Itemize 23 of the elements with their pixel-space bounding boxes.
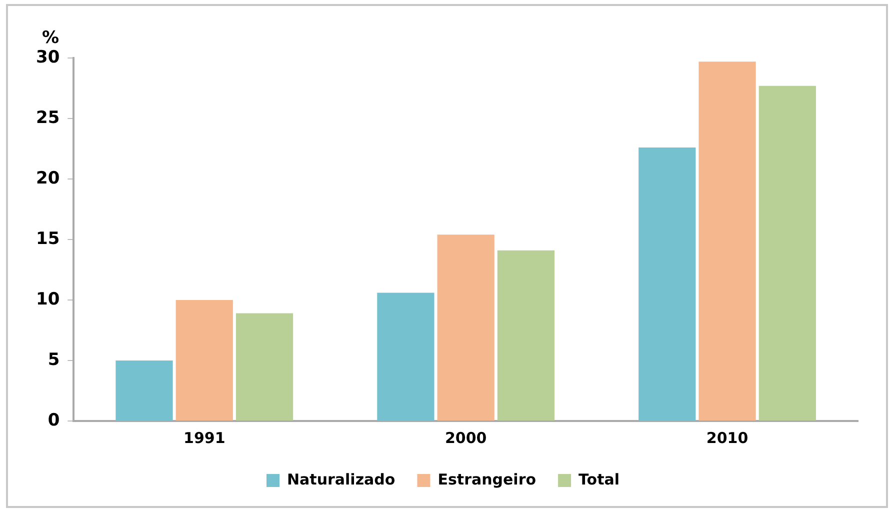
bar [377, 292, 434, 420]
bar [437, 234, 494, 420]
bar [236, 313, 294, 420]
y-tick-label: 0 [48, 410, 60, 430]
bar [698, 62, 756, 420]
x-tick-label: 2010 [706, 428, 748, 447]
bar [638, 148, 696, 420]
y-tick-label: 15 [36, 228, 60, 249]
y-tick-label: 10 [36, 289, 60, 310]
legend-label: Naturalizado [287, 470, 396, 488]
bar [176, 300, 233, 420]
legend-label: Total [578, 470, 620, 488]
y-axis-title: % [42, 28, 60, 48]
y-tick-label: 20 [36, 168, 60, 188]
bar [116, 360, 173, 420]
x-tick-label: 1991 [184, 428, 226, 447]
bar [758, 86, 816, 420]
x-tick-label: 2000 [444, 428, 487, 447]
legend-label: Estrangeiro [438, 470, 536, 488]
y-tick-label: 5 [48, 350, 60, 370]
y-tick-label: 30 [36, 47, 60, 68]
bar [497, 250, 555, 420]
y-tick-label: 25 [36, 108, 60, 128]
